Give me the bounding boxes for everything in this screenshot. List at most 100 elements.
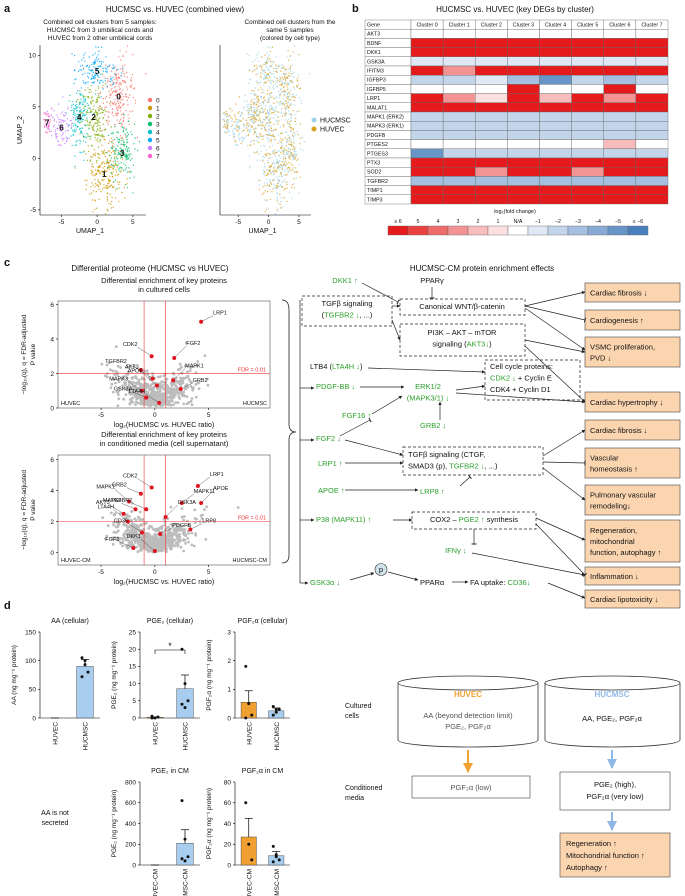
cell-point	[117, 149, 119, 151]
cell-point	[288, 72, 290, 74]
y-tick-label: 0	[32, 156, 36, 163]
cell-point	[289, 156, 291, 159]
cell-point	[100, 65, 102, 68]
cell-point	[76, 139, 78, 142]
heat-cell	[410, 38, 444, 48]
cell-point	[227, 115, 229, 117]
cell-point	[82, 80, 84, 82]
cell-point	[240, 120, 242, 122]
protein-point	[162, 543, 166, 546]
scale-swatch	[567, 225, 589, 236]
cell-point	[133, 143, 135, 145]
cell-point	[82, 140, 85, 142]
cell-point	[108, 111, 110, 113]
protein-point	[143, 370, 146, 374]
cell-point	[113, 82, 115, 84]
cell-point	[118, 163, 120, 165]
cell-point	[290, 129, 292, 132]
cell-point	[278, 181, 280, 183]
protein-point	[146, 548, 150, 552]
heat-cell	[507, 74, 540, 85]
cell-point	[269, 157, 272, 159]
cell-point	[99, 105, 101, 108]
cell-point	[110, 172, 113, 174]
protein-point	[138, 524, 141, 528]
heat-cell	[635, 93, 669, 103]
cell-point	[262, 172, 265, 174]
cell-point	[114, 126, 116, 128]
cell-point	[266, 174, 268, 176]
cell-point	[293, 45, 296, 47]
node-label: PDGF-BB ↓	[316, 382, 355, 391]
cell-point	[256, 82, 258, 84]
cell-point	[287, 152, 289, 154]
cell-point	[118, 200, 120, 203]
scale-label: 5	[417, 219, 420, 225]
cell-point	[98, 109, 100, 111]
cell-point	[274, 83, 277, 85]
cell-point	[130, 153, 132, 155]
cell-point	[295, 177, 297, 179]
cell-point	[130, 131, 132, 133]
cell-point	[109, 78, 112, 80]
protein-point	[135, 523, 138, 527]
cell-point	[266, 75, 268, 77]
cell-point	[286, 107, 288, 109]
cell-point	[48, 130, 51, 133]
cell-point	[255, 94, 257, 96]
cell-point	[247, 113, 250, 116]
cluster-label: 5	[95, 67, 100, 76]
cell-point	[101, 87, 103, 89]
cell-point	[275, 110, 277, 113]
cell-point	[279, 89, 282, 91]
cell-point	[121, 140, 123, 142]
cell-point	[82, 151, 84, 153]
legend-label: 1	[156, 105, 160, 112]
cell-point	[246, 126, 248, 128]
cell-point	[270, 91, 273, 94]
cell-point	[79, 114, 81, 116]
y-axis-label: P value	[30, 343, 37, 365]
cell-point	[118, 181, 121, 183]
cell-point	[96, 119, 99, 122]
scale-swatch	[607, 225, 629, 236]
cell-point	[110, 126, 112, 128]
cell-point	[286, 77, 289, 80]
protein-label: DKK1	[126, 534, 140, 540]
protein-point	[196, 360, 200, 363]
cell-point	[283, 126, 285, 128]
cell-point	[269, 81, 272, 84]
heat-cell	[507, 65, 540, 76]
cell-point	[274, 151, 277, 154]
cell-point	[228, 119, 230, 121]
protein-point	[155, 528, 159, 531]
cell-point	[283, 174, 285, 176]
cell-point	[255, 64, 257, 67]
cell-point	[45, 113, 47, 115]
protein-label: MAPK1	[96, 484, 115, 490]
protein-point	[175, 380, 179, 383]
cell-point	[265, 129, 267, 132]
cell-point	[278, 154, 280, 156]
cell-point	[84, 105, 87, 108]
cell-point	[107, 183, 109, 185]
cell-point	[105, 106, 108, 108]
cell-point	[128, 147, 130, 149]
sample-point	[86, 670, 90, 674]
cell-point	[107, 134, 110, 136]
protein-point	[196, 381, 200, 385]
cell-point	[95, 139, 97, 141]
scale-swatch	[547, 225, 569, 236]
cell-point	[290, 141, 293, 143]
cell-point	[120, 162, 122, 164]
cell-point	[267, 207, 269, 209]
protein-point	[181, 381, 185, 385]
cell-point	[123, 103, 125, 105]
protein-point	[179, 376, 183, 380]
cell-point	[227, 129, 229, 131]
sample-point	[244, 664, 248, 668]
cell-point	[286, 102, 288, 105]
cell-point	[129, 111, 131, 113]
protein-point	[152, 395, 156, 398]
cell-point	[111, 88, 113, 90]
